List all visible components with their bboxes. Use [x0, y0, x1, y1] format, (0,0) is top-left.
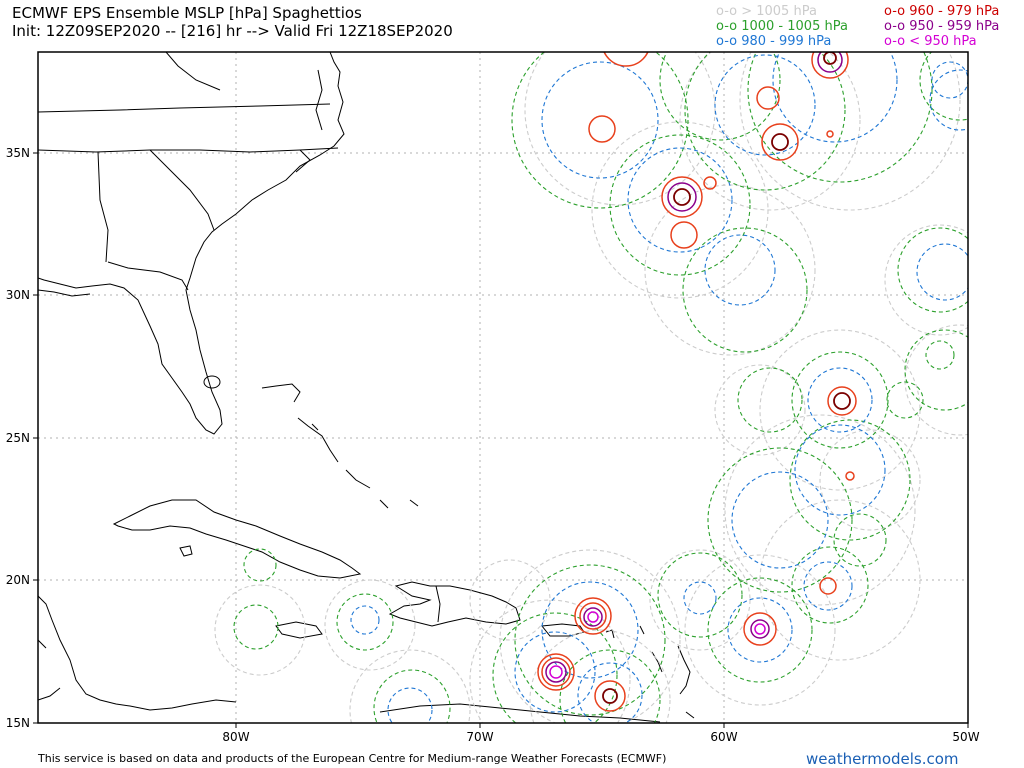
lat-label-35n: 35N	[6, 146, 30, 160]
magenta-contours	[549, 611, 766, 679]
chart-subtitle: Init: 12Z09SEP2020 -- [216] hr --> Valid…	[12, 22, 453, 40]
gridlines	[38, 52, 968, 723]
lat-label-30n: 30N	[6, 288, 30, 302]
lat-label-25n: 25N	[6, 431, 30, 445]
legend-column-2: o-o 960 - 979 hPa o-o 950 - 959 hPa o-o …	[884, 4, 999, 49]
blue-contours	[350, 52, 968, 723]
coastlines	[38, 52, 695, 723]
purple-contours	[545, 52, 843, 683]
lat-label-20n: 20N	[6, 573, 30, 587]
legend-green-entry: o-o 1000 - 1005 hPa	[716, 19, 848, 34]
chart-title: ECMWF EPS Ensemble MSLP [hPa] Spaghettio…	[12, 4, 362, 22]
brand-link[interactable]: weathermodels.com	[806, 750, 959, 768]
lon-label-60w: 60W	[710, 730, 737, 744]
gray-contours	[214, 52, 968, 723]
lon-label-50w: 50W	[952, 730, 979, 744]
lon-label-80w: 80W	[222, 730, 249, 744]
lon-label-70w: 70W	[466, 730, 493, 744]
green-contours	[233, 52, 968, 723]
ensemble-circles	[214, 52, 968, 723]
legend-blue-entry: o-o 980 - 999 hPa	[716, 34, 832, 49]
darkred-contours	[602, 52, 851, 704]
legend-red-entry: o-o 960 - 979 hPa	[884, 4, 1000, 19]
plot-frame	[37, 51, 969, 724]
lat-label-15n: 15N	[6, 716, 30, 730]
legend-column-1: o-o > 1005 hPa o-o 1000 - 1005 hPa o-o 9…	[716, 4, 848, 49]
attribution-text: This service is based on data and produc…	[38, 752, 667, 765]
legend-magenta-entry: o-o < 950 hPa	[884, 34, 977, 49]
legend-purple-entry: o-o 950 - 959 hPa	[884, 19, 1000, 34]
lat-ticks	[33, 152, 969, 728]
legend-gray-entry: o-o > 1005 hPa	[716, 4, 817, 19]
red-contours	[537, 52, 857, 712]
